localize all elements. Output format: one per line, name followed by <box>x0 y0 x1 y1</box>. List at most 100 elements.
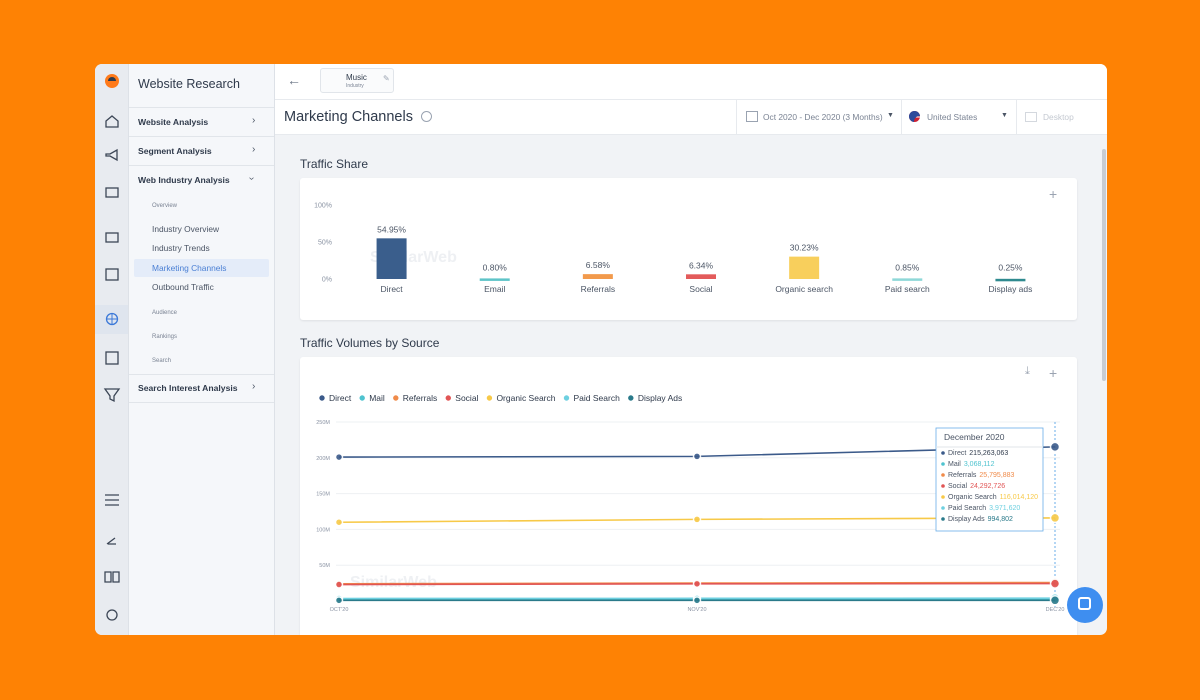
legend-label: Paid Search <box>574 393 621 403</box>
app-window: Website Research Website Analysis › Segm… <box>95 64 1107 635</box>
section-title: Traffic Volumes by Source <box>300 336 440 350</box>
chat-button[interactable] <box>1067 587 1103 623</box>
point <box>692 596 702 605</box>
tooltip-value: 116,014,120 <box>1000 494 1039 501</box>
point <box>692 515 702 524</box>
page-header: Marketing Channels Oct 2020 - Dec 2020 (… <box>275 100 1107 135</box>
menu-icon[interactable] <box>105 494 119 506</box>
nav-item[interactable]: Segment Analysis <box>138 146 212 156</box>
add-button[interactable]: + <box>1049 365 1058 381</box>
page-title: Marketing Channels <box>284 109 413 125</box>
tooltip-name: Referrals <box>948 472 977 479</box>
download-button[interactable]: ⤓ <box>1025 365 1030 377</box>
separator <box>129 165 274 166</box>
separator <box>1016 100 1017 134</box>
value-label: 6.34% <box>689 260 714 270</box>
book-icon[interactable] <box>104 571 120 583</box>
y-tick-label: 0% <box>322 277 332 284</box>
edit-icon[interactable]: ✎ <box>383 74 390 83</box>
x-tick-label: Direct <box>380 284 403 294</box>
bar <box>376 238 407 279</box>
value-label: 54.95% <box>377 224 406 234</box>
dropdown-caret: ▼ <box>887 112 894 119</box>
flag-icon <box>909 111 920 122</box>
nav-group[interactable]: Search <box>152 358 172 364</box>
nav-group[interactable]: Overview <box>152 203 178 209</box>
chevron: › <box>252 115 256 126</box>
nav-subitem[interactable]: Industry Overview <box>152 224 220 234</box>
info-icon[interactable] <box>421 111 432 122</box>
home-icon[interactable] <box>105 115 119 128</box>
megaphone-icon[interactable] <box>105 148 118 162</box>
value-label: 0.80% <box>483 263 508 273</box>
device-filter[interactable]: Desktop <box>1043 112 1074 122</box>
legend-label: Referrals <box>403 393 437 403</box>
store-icon[interactable] <box>105 232 119 243</box>
traffic-share-card: + SimilarWeb 0% 50% 100% 54.95% Direct 0.80% E… <box>300 178 1077 320</box>
bar <box>789 256 820 279</box>
point <box>1049 441 1061 453</box>
nav-item[interactable]: Web Industry Analysis <box>138 175 230 185</box>
sidebar-title: Website Research <box>138 77 240 91</box>
y-tick-label: 50% <box>318 240 332 247</box>
bar <box>479 278 510 281</box>
tooltip-value: 3,971,620 <box>989 505 1020 512</box>
legend-label: Organic Search <box>496 393 555 403</box>
tooltip-marker <box>941 495 945 499</box>
x-tick-label: DEC'20 <box>1046 607 1065 613</box>
bar <box>686 274 716 279</box>
nav-subitem[interactable]: Outbound Traffic <box>152 282 214 292</box>
value-label: 6.58% <box>586 260 611 270</box>
calendar-icon[interactable] <box>105 268 119 281</box>
filter-icon[interactable] <box>103 388 121 403</box>
point <box>334 517 344 527</box>
point <box>692 452 702 461</box>
chevron: › <box>252 144 256 155</box>
separator <box>736 100 737 134</box>
nav-item[interactable]: Website Analysis <box>138 117 209 127</box>
back-button[interactable]: ← <box>287 72 301 88</box>
x-tick-label: OCT'20 <box>330 607 349 613</box>
point <box>1049 512 1061 524</box>
x-tick-label: Email <box>484 284 505 294</box>
tooltip-marker <box>941 473 945 477</box>
x-tick-label: Referrals <box>581 284 615 294</box>
nav-subitem-active[interactable]: Marketing Channels <box>152 263 227 273</box>
top-bar: ← Music Industry ✎ <box>275 64 1107 100</box>
bar <box>995 278 1026 282</box>
breadcrumb[interactable]: Music Industry ✎ <box>320 68 394 93</box>
breadcrumb-kind: Industry <box>346 83 364 89</box>
nav-item[interactable]: Search Interest Analysis <box>138 383 238 393</box>
settings-icon[interactable] <box>106 609 118 621</box>
tooltip-name: Direct <box>948 450 966 457</box>
nav-subitem[interactable]: Industry Trends <box>152 243 210 253</box>
tooltip-value: 994,802 <box>988 516 1013 523</box>
date-filter[interactable]: Oct 2020 - Dec 2020 (3 Months) <box>763 112 883 122</box>
y-tick-label: 100M <box>316 527 330 533</box>
apps-icon[interactable] <box>105 351 119 365</box>
tooltip-name: Organic Search <box>948 494 997 501</box>
logo-mark <box>108 77 116 81</box>
add-button[interactable]: + <box>1049 186 1058 202</box>
chevron: › <box>246 176 258 181</box>
rocket-icon[interactable] <box>106 537 116 545</box>
nav-group[interactable]: Audience <box>152 310 178 316</box>
legend-marker <box>485 394 494 402</box>
separator <box>129 136 274 137</box>
tooltip-value: 24,292,726 <box>970 483 1005 490</box>
country-filter[interactable]: United States <box>927 112 978 122</box>
legend-marker <box>392 394 400 402</box>
traffic-volumes-card: ⤓ + SimilarWeb 50M 100M 150M 200M 250M OCT'20… <box>300 357 1077 635</box>
tooltip-name: Paid Search <box>948 505 986 512</box>
monitor-icon[interactable] <box>105 187 119 198</box>
x-tick-label: Organic search <box>775 284 833 294</box>
y-tick-label: 100% <box>314 203 332 210</box>
scrollbar[interactable] <box>1102 149 1106 381</box>
bar <box>582 274 613 279</box>
tooltip-marker <box>941 462 945 466</box>
y-tick-label: 250M <box>316 420 330 426</box>
x-tick-label: Social <box>689 284 712 294</box>
nav-group[interactable]: Rankings <box>152 334 178 340</box>
separator <box>901 100 902 134</box>
